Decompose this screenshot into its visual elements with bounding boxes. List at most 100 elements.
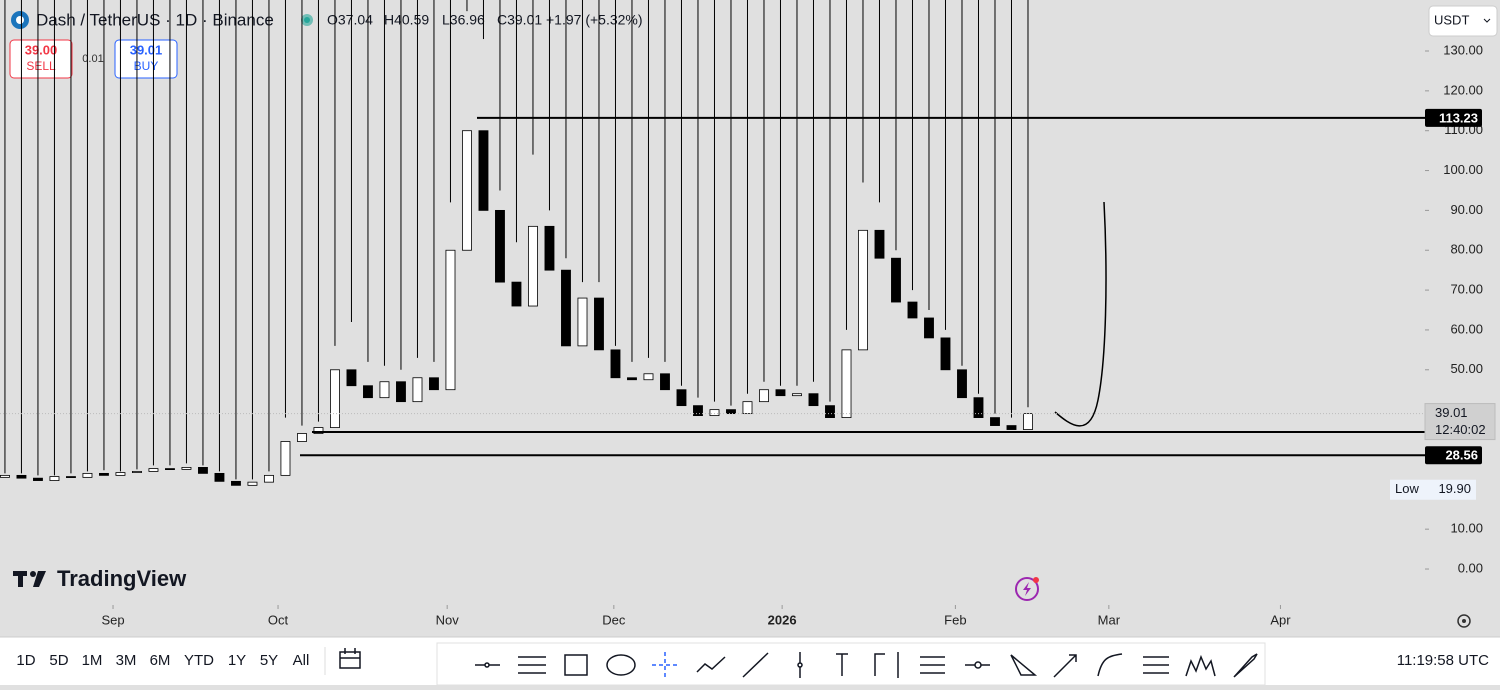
- spread: 0.01: [82, 53, 103, 65]
- flash-icon[interactable]: [1015, 577, 1039, 601]
- candle-body: [742, 401, 753, 415]
- drawn-curve: [1054, 201, 1107, 427]
- buy-label: BUY: [134, 59, 159, 73]
- status-dot-core: [304, 17, 310, 23]
- candle-body: [891, 257, 901, 303]
- candle-body: [825, 405, 835, 418]
- dropdown-caret: [1483, 18, 1491, 23]
- candle-body: [726, 409, 736, 415]
- candle-body: [66, 476, 76, 478]
- y-tick-label: 10.00: [1450, 521, 1483, 536]
- y-tick-label: 130.00: [1443, 42, 1483, 57]
- candle-body: [511, 281, 522, 307]
- x-tick-label: Mar: [1098, 612, 1121, 627]
- x-tick-label: Nov: [436, 612, 460, 627]
- x-tick-label: Dec: [602, 612, 626, 627]
- level-label: 113.23: [1439, 110, 1478, 125]
- candle-body: [264, 474, 274, 483]
- last-price-label: 39.01: [1435, 405, 1468, 420]
- candle-body: [181, 467, 192, 470]
- candle-body: [16, 474, 27, 479]
- y-tick-label: 50.00: [1450, 361, 1483, 376]
- range-button[interactable]: 1D: [16, 652, 35, 669]
- candle-body: [1023, 413, 1033, 430]
- x-tick-label: Sep: [101, 612, 124, 627]
- candle-body: [445, 249, 456, 391]
- range-button[interactable]: YTD: [184, 652, 214, 669]
- x-tick-label: Oct: [268, 612, 289, 627]
- range-button[interactable]: 6M: [150, 652, 171, 669]
- candle-body: [528, 225, 538, 307]
- countdown: 12:40:02: [1435, 422, 1486, 437]
- candle-body: [627, 377, 637, 381]
- candle-body: [132, 470, 142, 473]
- candle-body: [495, 209, 505, 283]
- candle-body: [973, 397, 984, 418]
- candle-body: [396, 381, 406, 403]
- x-tick-label: 2026: [768, 612, 797, 627]
- candle-body: [561, 269, 571, 347]
- sell-label: SELL: [26, 59, 56, 73]
- level-tag: [1425, 108, 1482, 127]
- last-price-tag: [1424, 403, 1496, 441]
- range-button[interactable]: 5D: [49, 652, 68, 669]
- sell-button[interactable]: [9, 39, 73, 79]
- settings-icon[interactable]: [1457, 614, 1471, 628]
- candle-body: [544, 225, 555, 271]
- candle-body: [231, 480, 241, 486]
- buy-button[interactable]: [114, 39, 178, 79]
- brand-logo: [13, 571, 46, 587]
- range-button[interactable]: 5Y: [260, 652, 278, 669]
- drawing-toolbar: [436, 642, 1266, 686]
- candle-body: [759, 389, 769, 403]
- range-button[interactable]: 1M: [82, 652, 103, 669]
- currency-select[interactable]: [1428, 5, 1498, 37]
- y-tick-label: 70.00: [1450, 282, 1483, 297]
- candle-body: [99, 472, 109, 476]
- candle-body: [148, 468, 159, 472]
- candle-body: [1006, 425, 1017, 430]
- plot: [0, 0, 1033, 486]
- range-button[interactable]: 1Y: [228, 652, 246, 669]
- low-label: 19.90: [1438, 481, 1471, 496]
- candle-body: [82, 472, 93, 478]
- candle-body: [478, 130, 489, 211]
- low-name: Low: [1395, 481, 1419, 496]
- candle-body: [346, 369, 357, 387]
- candle-body: [924, 317, 934, 339]
- candle-body: [33, 477, 43, 481]
- candle-body: [841, 349, 852, 418]
- candle-body: [330, 369, 340, 428]
- low-tag: [1390, 479, 1476, 500]
- candle-body: [858, 229, 868, 351]
- candle-body: [280, 441, 291, 476]
- candle-body: [990, 417, 1000, 426]
- candle-body: [198, 467, 208, 474]
- candle-body: [907, 301, 918, 319]
- drawing-tools[interactable]: [475, 652, 1258, 678]
- candle-body: [594, 297, 604, 351]
- date-range-icon[interactable]: [339, 648, 361, 669]
- candle-body: [313, 427, 324, 434]
- candle-body: [660, 373, 670, 391]
- y-tick-label: 120.00: [1443, 82, 1483, 97]
- y-tick-label: 90.00: [1450, 202, 1483, 217]
- candle-body: [792, 393, 802, 397]
- y-tick-label: 60.00: [1450, 321, 1483, 336]
- candle-body: [297, 433, 307, 442]
- ohlc-value: O37.04: [327, 12, 373, 28]
- candle-body: [0, 474, 10, 478]
- range-button[interactable]: All: [293, 652, 310, 669]
- clock: 11:19:58 UTC: [1397, 652, 1489, 669]
- candle-body: [214, 472, 225, 482]
- candle-body: [610, 349, 621, 379]
- y-tick-label: 0.00: [1458, 560, 1483, 575]
- candle-body: [429, 377, 439, 391]
- range-button[interactable]: 3M: [116, 652, 137, 669]
- candle-body: [462, 130, 472, 251]
- x-tick-label: Feb: [944, 612, 966, 627]
- ohlc-value: H40.59: [384, 12, 429, 28]
- level-tag: [1425, 446, 1482, 465]
